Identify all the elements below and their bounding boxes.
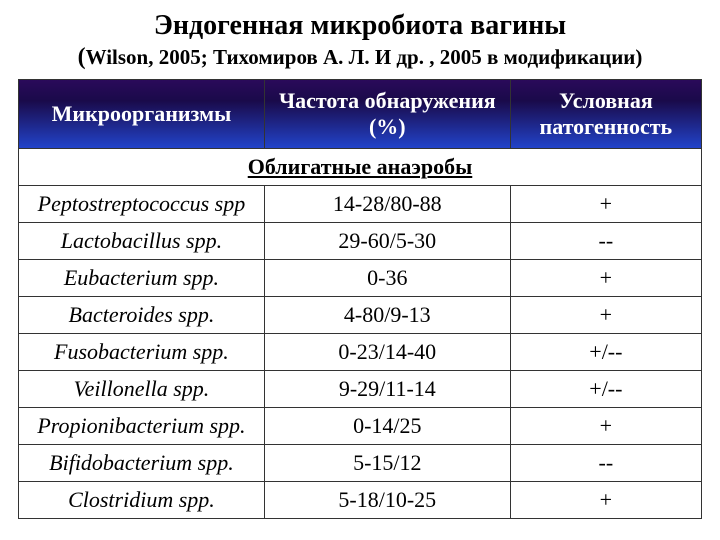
section-row: Облигатные анаэробы [19, 149, 702, 186]
header-frequency: Частота обнаружения (%) [264, 80, 510, 149]
cell-pathogenicity: + [510, 260, 701, 297]
cell-frequency: 0-36 [264, 260, 510, 297]
cell-organism: Lactobacillus spp. [19, 223, 265, 260]
cell-pathogenicity: + [510, 408, 701, 445]
table-row: Lactobacillus spp. 29-60/5-30 -- [19, 223, 702, 260]
page-title: Эндогенная микробиота вагины [18, 10, 702, 42]
table-row: Clostridium spp. 5-18/10-25 + [19, 482, 702, 519]
cell-frequency: 0-14/25 [264, 408, 510, 445]
cell-organism: Bifidobacterium spp. [19, 445, 265, 482]
table-row: Propionibacterium spp. 0-14/25 + [19, 408, 702, 445]
cell-pathogenicity: +/-- [510, 371, 701, 408]
subtitle-paren: ( [78, 44, 86, 70]
cell-frequency: 5-15/12 [264, 445, 510, 482]
cell-pathogenicity: -- [510, 445, 701, 482]
table-row: Veillonella spp. 9-29/11-14 +/-- [19, 371, 702, 408]
cell-frequency: 29-60/5-30 [264, 223, 510, 260]
cell-frequency: 14-28/80-88 [264, 186, 510, 223]
cell-organism: Peptostreptococcus spp [19, 186, 265, 223]
cell-organism: Clostridium spp. [19, 482, 265, 519]
cell-pathogenicity: -- [510, 223, 701, 260]
section-label: Облигатные анаэробы [19, 149, 702, 186]
cell-frequency: 0-23/14-40 [264, 334, 510, 371]
cell-pathogenicity: +/-- [510, 334, 701, 371]
header-pathogenicity: Условная патогенность [510, 80, 701, 149]
cell-frequency: 5-18/10-25 [264, 482, 510, 519]
table-row: Eubacterium spp. 0-36 + [19, 260, 702, 297]
cell-pathogenicity: + [510, 297, 701, 334]
microbiota-table: Микроорганизмы Частота обнаружения (%) У… [18, 79, 702, 519]
cell-frequency: 4-80/9-13 [264, 297, 510, 334]
header-organism: Микроорганизмы [19, 80, 265, 149]
page-subtitle: (Wilson, 2005; Тихомиров А. Л. И др. , 2… [18, 44, 702, 71]
table-row: Bacteroides spp. 4-80/9-13 + [19, 297, 702, 334]
cell-pathogenicity: + [510, 482, 701, 519]
table-row: Bifidobacterium spp. 5-15/12 -- [19, 445, 702, 482]
table-row: Fusobacterium spp. 0-23/14-40 +/-- [19, 334, 702, 371]
cell-organism: Fusobacterium spp. [19, 334, 265, 371]
cell-organism: Propionibacterium spp. [19, 408, 265, 445]
subtitle-text: Wilson, 2005; Тихомиров А. Л. И др. , 20… [86, 45, 643, 69]
cell-pathogenicity: + [510, 186, 701, 223]
table-row: Peptostreptococcus spp 14-28/80-88 + [19, 186, 702, 223]
cell-organism: Bacteroides spp. [19, 297, 265, 334]
table-body: Облигатные анаэробы Peptostreptococcus s… [19, 149, 702, 519]
cell-organism: Veillonella spp. [19, 371, 265, 408]
cell-frequency: 9-29/11-14 [264, 371, 510, 408]
cell-organism: Eubacterium spp. [19, 260, 265, 297]
table-header-row: Микроорганизмы Частота обнаружения (%) У… [19, 80, 702, 149]
